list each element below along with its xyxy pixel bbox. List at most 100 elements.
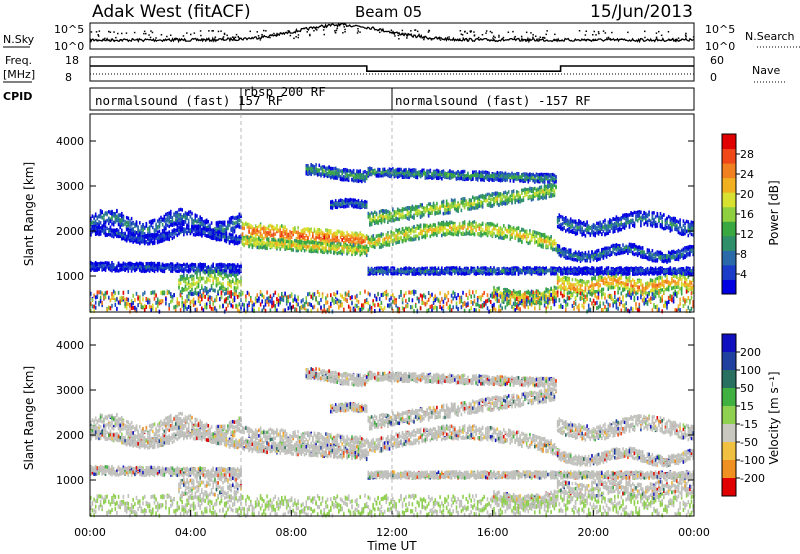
power-cell [431,177,433,181]
power-cell [314,292,316,296]
power-cell [403,176,405,180]
power-cell [417,272,419,276]
power-cell [351,236,353,240]
power-cell [111,216,113,220]
power-cell [428,298,430,302]
power-cell [317,233,319,237]
power-cell [302,230,304,234]
power-cell [235,221,237,225]
power-cell [328,229,330,233]
power-cell [286,230,288,234]
power-cell [224,221,226,225]
power-cell [346,204,348,208]
power-cell [186,231,188,235]
power-cell [142,305,144,309]
power-cell [230,285,232,289]
power-cell [350,296,352,300]
power-cell [224,270,226,274]
power-cell [178,229,180,233]
power-cell [294,307,296,311]
power-cell [129,262,131,266]
power-cell [164,291,166,295]
power-cell [377,220,379,224]
power-cell [159,218,161,222]
power-cell [154,235,156,239]
power-cell [206,277,208,281]
power-cell [229,223,231,227]
power-cell [345,298,347,302]
power-cell [165,213,167,217]
power-cell [405,291,407,295]
power-cell [118,214,120,218]
power-cell [196,267,198,271]
noise-search-dot [530,32,532,34]
power-cell [129,304,131,308]
power-cell [191,282,193,286]
power-cell [134,298,136,302]
power-cell [348,202,350,206]
power-cell [183,288,185,292]
power-cell [314,305,316,309]
power-cell [430,224,432,228]
power-cell [167,232,169,236]
power-cell [399,269,401,273]
power-cell [181,264,183,268]
power-cell [261,234,263,238]
power-cell [190,275,192,279]
power-cell [369,168,371,172]
power-cell [268,296,270,300]
power-cell [330,302,332,306]
power-cell [302,236,304,240]
power-cell [408,215,410,219]
power-cell [129,239,131,243]
power-cell [103,223,105,227]
power-cell [421,301,423,305]
power-cell [284,226,286,230]
power-cell [185,264,187,268]
power-cell [193,266,195,270]
power-cell [180,293,182,297]
power-cell [328,247,330,251]
power-cell [400,236,402,240]
noise-search-dot [581,39,583,41]
power-cell [368,301,370,305]
power-cell [410,228,412,232]
power-cell [204,289,206,293]
power-cell [345,175,347,179]
power-cell [124,268,126,272]
power-cell [322,245,324,249]
power-cell [341,303,343,307]
noise-search-dot [263,30,265,32]
power-cell [123,223,125,227]
power-cell [410,238,412,242]
power-cell [400,290,402,294]
power-cell [310,163,312,167]
power-cell [356,237,358,241]
power-cell [281,234,283,238]
power-cell [338,230,340,234]
power-cell [126,216,128,220]
noise-search-dot [609,38,611,40]
noise-search-dot [512,31,514,33]
power-cell [95,222,97,226]
power-cell [431,211,433,215]
power-cell [364,170,366,174]
power-cell [232,240,234,244]
power-cell [191,221,193,225]
power-cell [191,288,193,292]
power-cell [395,234,397,238]
power-cell [198,283,200,287]
power-cell [95,214,97,218]
noise-search-dot [152,32,154,34]
power-cell [190,300,192,304]
power-cell [190,229,192,233]
power-cell [382,233,384,237]
power-cell [428,225,430,229]
power-cell [203,277,205,281]
power-cell [309,292,311,296]
power-cell [147,228,149,232]
cpid-segment-2: rbsp 200 RF [243,84,326,99]
power-cell [115,229,117,233]
power-cell [165,218,167,222]
power-cell [190,268,192,272]
